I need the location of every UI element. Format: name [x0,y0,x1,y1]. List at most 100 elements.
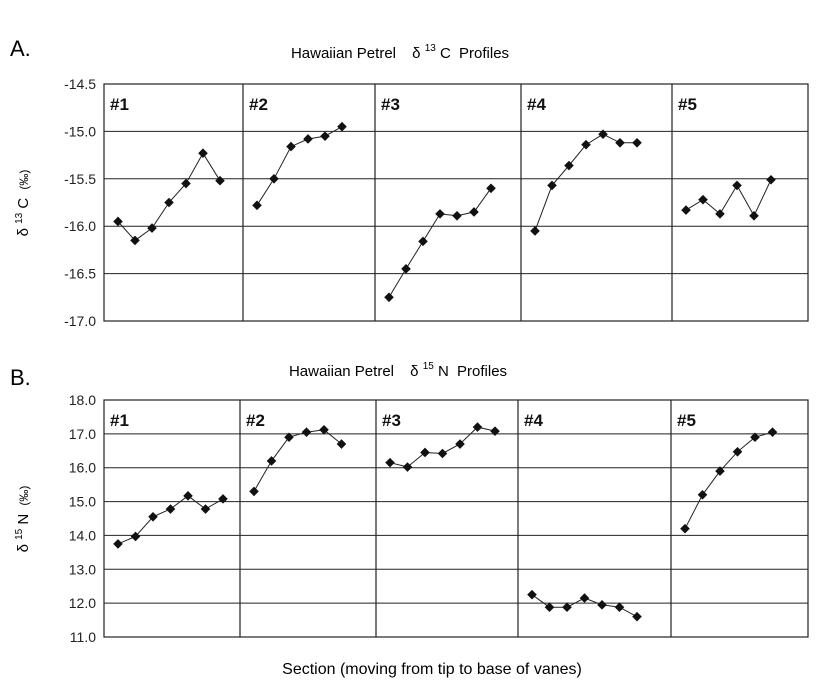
panel-b-data-point [490,426,500,436]
panel-a-series-line [388,188,492,298]
panel-a-data-point [732,180,742,191]
panel-b-title-symbol: δ [410,363,418,380]
panel-b-title-mass: 15 [423,361,435,372]
panel-b-letter: B. [10,365,31,390]
panel-b-data-point [697,490,708,500]
panel-b-data-point [437,448,448,459]
panel-a-data-point [681,205,691,215]
panel-a-y-axis-label: δ 13 C (‰) [9,170,32,237]
panel-a-data-point [113,216,123,227]
panel-a-title-prefix: Hawaiian Petrel [291,45,396,62]
panel-a-data-point [632,137,642,148]
panel-b-section-label: #2 [246,411,265,430]
panel-a-title-suffix: Profiles [459,45,509,62]
panel-b-y-tick-label: 16.0 [69,460,96,476]
panel-b-title-suffix: Profiles [457,363,507,380]
panel-a-data-point [215,175,225,186]
panel-a-section-label: #2 [249,95,268,114]
panel-a-ylabel-mass: 13 [14,212,25,224]
panel-b-y-tick-label: 15.0 [69,494,96,510]
panel-b-data-point [715,466,725,476]
panel-a-letter: A. [10,36,31,61]
panel-a-title: Hawaiian Petrel δ 13 C Profiles [291,38,509,62]
panel-a-data-point [564,160,574,171]
panel-a-data-point [698,194,708,205]
panel-b-title: Hawaiian Petrel δ 15 N Profiles [289,356,507,380]
panel-a-title-mass: 13 [425,43,437,54]
panel-a-y-tick-label: -15.0 [64,123,96,139]
panel-b-series-line [253,429,342,492]
panel-b-data-point [455,439,465,449]
panel-a-data-point [598,129,608,140]
panel-a-title-symbol: δ [412,45,420,62]
panel-a-data-point [269,174,279,184]
panel-b-data-point [767,427,778,437]
panel-a-data-point [435,209,445,219]
panel-a-series-line [117,152,221,242]
panel-a-data-point [401,264,411,274]
panel-a-y-tick-label: -16.0 [64,218,96,234]
panel-a-data-point [581,139,591,150]
panel-a-data-point [486,183,496,194]
panel-a-data-point [286,141,296,152]
panel-b-data-point [680,523,690,534]
panel-a-frame [103,83,809,322]
panel-a-data-point [252,200,262,211]
panel-a-data-point [615,137,625,148]
panel-b-title-prefix: Hawaiian Petrel [289,363,394,380]
panel-a-data-point [164,197,174,208]
panel-b-y-axis-label: δ 15 N (‰) [9,486,32,553]
panel-b-series-line [389,426,496,468]
panel-a-y-tick-label: -15.5 [64,171,96,187]
panel-b-data-point [579,593,590,603]
panel-a-data-point [469,207,479,217]
panel-a-data-point [337,121,347,132]
panel-b-y-tick-label: 11.0 [70,629,96,645]
panel-b-y-tick-label: 12.0 [69,595,96,611]
panel-b-data-point [249,486,259,497]
panel-b-data-point [301,427,312,437]
panel-a-y-tick-label: -16.5 [64,266,96,282]
panel-b-section-label: #1 [110,411,129,430]
panel-a-section-label: #4 [527,95,546,114]
panel-b-data-point [614,602,625,613]
panel-a-ylabel-symbol: δ [15,228,32,236]
panel-b-section-label: #4 [524,411,543,430]
panel-a-y-tick-label: -17.0 [64,313,96,329]
panel-a-series-line [256,126,343,206]
panel-b-data-point [319,424,329,435]
panel-b-data-point [165,504,176,514]
panel-b-data-point [385,457,395,468]
panel-a-data-point [749,210,759,221]
panel-b-data-point [420,447,430,458]
panel-b-data-point [148,512,158,522]
panel-b-data-point [200,504,211,514]
panel-a-section-label: #1 [110,95,129,114]
panel-a-data-point [303,134,313,144]
panel-b-y-tick-label: 13.0 [69,561,96,577]
panel-b-y-tick-label: 14.0 [69,527,96,543]
panel-b-data-point [750,432,760,443]
panel-a-data-point [384,292,394,303]
panel-a-ylabel-unit: (‰) [17,170,31,190]
panel-b-frame [103,399,809,638]
panel-b-ylabel-unit: (‰) [17,486,31,506]
panel-b-data-point [527,589,537,600]
panel-a-data-point [418,236,428,247]
panel-a-data-point [130,235,140,246]
panel-a-data-point [147,223,157,233]
panel-a-data-point [766,174,776,185]
panel-b-section-label: #5 [677,411,696,430]
panel-b-y-tick-label: 17.0 [69,426,96,442]
panel-a-y-tick-label: -14.5 [64,76,96,92]
x-axis-label: Section (moving from tip to base of vane… [282,661,582,678]
panel-a-ylabel-element: C [15,198,32,209]
panel-a-data-point [181,178,191,189]
panel-b-data-point [732,447,743,457]
panel-a-data-point [320,131,330,141]
panel-b-data-point [113,539,123,549]
panel-b-data-point [597,600,607,610]
panel-b-data-point [336,439,347,449]
